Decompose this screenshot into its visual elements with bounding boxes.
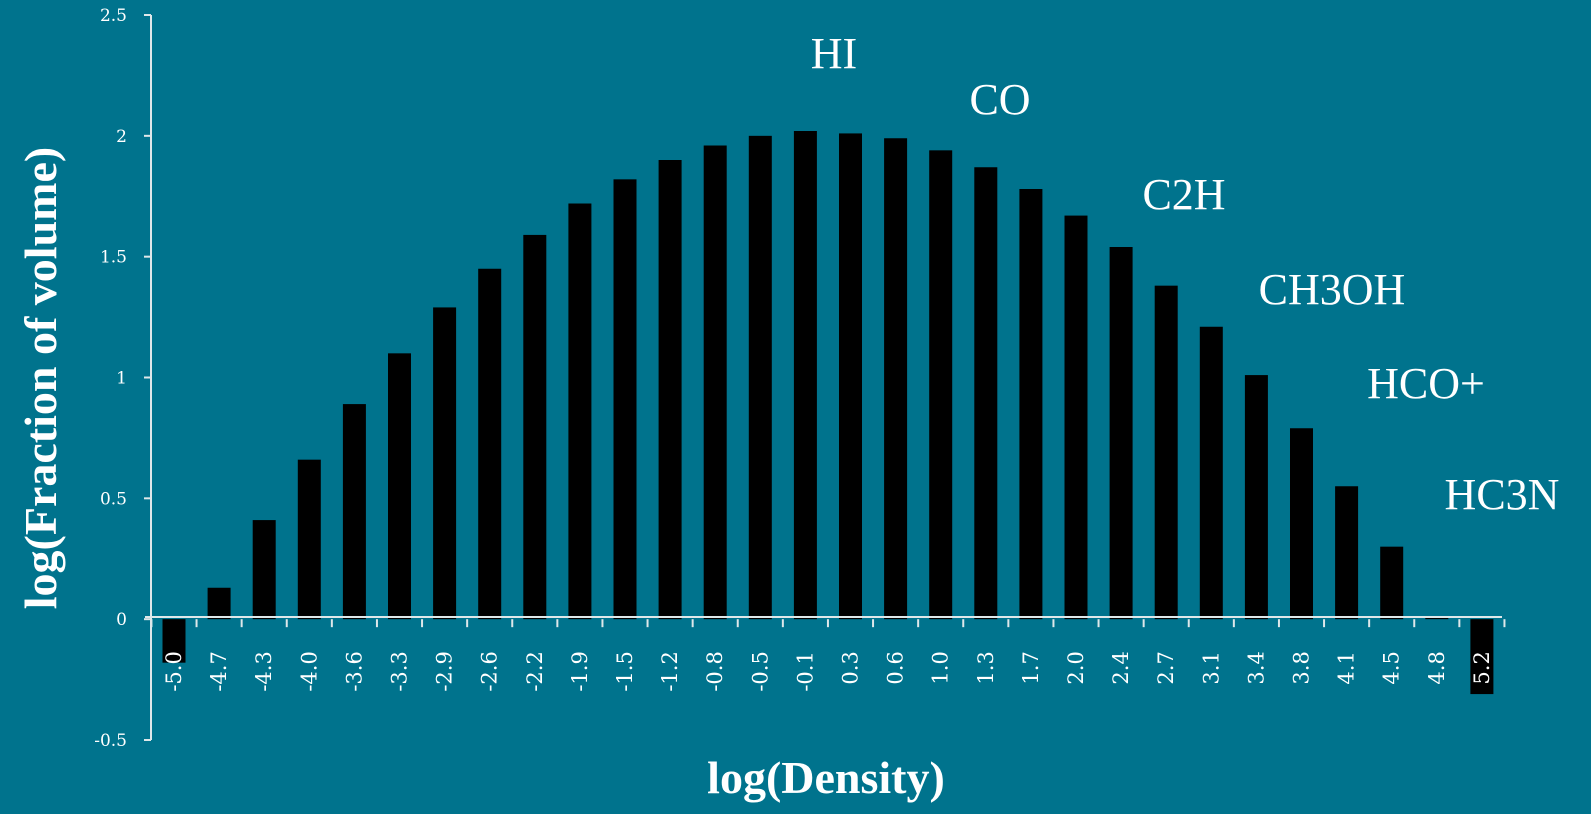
bar--2.9 [433, 307, 457, 620]
x-tick-label: -1.5 [613, 651, 637, 692]
y-axis-title: log(Fraction of volume) [15, 147, 66, 609]
y-tick-label: 1.5 [100, 248, 127, 268]
x-tick-label: -2.9 [433, 651, 457, 692]
bar--1.2 [658, 160, 682, 620]
annotation-c2h: C2H [1142, 170, 1225, 219]
x-tick-label: -1.9 [568, 651, 592, 692]
bar--5.0 [162, 619, 186, 663]
x-ticks: -5.0 -4.7 -4.3 -4.0 -3.6 -3.3 -2.9 -2.6 -2.2 -1.9… [150, 619, 1506, 692]
y-tick-label: 1 [116, 369, 127, 389]
bar-3.8 [1290, 428, 1313, 620]
bar--4.7 [207, 587, 231, 620]
x-tick-label: -4.0 [297, 651, 321, 692]
y-tick-label: 2 [116, 127, 127, 147]
x-tick-label: -1.2 [658, 651, 682, 692]
bar--3.3 [388, 353, 411, 620]
bar--0.5 [748, 135, 772, 620]
x-tick-label: -0.8 [703, 651, 727, 692]
annotation-co: CO [969, 75, 1030, 124]
bars [162, 131, 1494, 695]
x-tick-label: 5.2 [1470, 651, 1494, 684]
x-tick-label: 0.6 [884, 651, 908, 684]
x-tick-label: 1.0 [929, 651, 953, 684]
bar--3.6 [342, 404, 366, 620]
bar-0.3 [839, 133, 862, 620]
x-tick-label: 2.4 [1109, 651, 1133, 684]
x-tick-label: -4.7 [207, 651, 231, 692]
x-tick-label: -3.6 [342, 651, 366, 692]
bar--1.9 [568, 203, 592, 620]
bar--0.8 [703, 145, 727, 620]
y-tick-label: 0.5 [100, 489, 127, 509]
x-tick-label: -0.1 [793, 651, 817, 692]
x-tick-label: 2.0 [1064, 651, 1088, 684]
x-tick-label: -0.5 [748, 651, 772, 692]
annotation-ch3oh: CH3OH [1259, 265, 1406, 314]
x-tick-label: -5.0 [162, 651, 186, 692]
bar-3.1 [1199, 326, 1223, 620]
bar-0.6 [884, 138, 908, 620]
bar-1.7 [1019, 189, 1043, 620]
bar-2.0 [1064, 215, 1088, 620]
bar--0.1 [793, 131, 817, 620]
bar--2.2 [523, 234, 547, 620]
x-tick-label: -3.3 [388, 651, 412, 692]
y-tick-label: 2.5 [100, 6, 127, 26]
y-tick-label: -0.5 [94, 731, 127, 751]
x-tick-label: 3.4 [1244, 651, 1268, 684]
bar--2.6 [478, 268, 502, 620]
x-tick-label: 4.1 [1335, 651, 1359, 684]
bar--4.3 [252, 520, 276, 620]
bar-1.0 [929, 150, 953, 620]
annotation-hc3n: HC3N [1445, 470, 1560, 519]
x-tick-label: 3.1 [1199, 651, 1223, 684]
bar-3.4 [1244, 375, 1268, 620]
x-tick-label: 1.7 [1019, 651, 1043, 684]
annotation-hco-plus: HCO+ [1367, 359, 1485, 408]
bar-2.4 [1109, 247, 1133, 620]
x-tick-label: 4.5 [1380, 651, 1404, 684]
x-axis-title: log(Density) [707, 752, 945, 803]
y-ticks: -0.5 0 0.5 1 1.5 2 2.5 [94, 6, 151, 751]
x-tick-label: 4.8 [1425, 651, 1449, 684]
x-tick-label: -2.2 [523, 651, 547, 692]
x-tick-label: -4.3 [252, 651, 276, 692]
bar-4.5 [1380, 546, 1404, 620]
bar-5.2 [1470, 619, 1494, 695]
x-tick-label: -2.6 [478, 651, 502, 692]
x-tick-label: 3.8 [1290, 651, 1314, 684]
x-tick-label: 2.7 [1154, 651, 1178, 684]
annotation-hi: HI [811, 29, 857, 78]
bar-4.1 [1335, 486, 1359, 620]
bar-2.7 [1154, 285, 1178, 620]
x-tick-label: 0.3 [839, 651, 863, 684]
bar-1.3 [974, 167, 998, 620]
y-tick-label: 0 [116, 610, 127, 630]
bar--1.5 [613, 179, 637, 620]
x-tick-label: 1.3 [974, 651, 998, 684]
bar--4.0 [297, 459, 321, 620]
